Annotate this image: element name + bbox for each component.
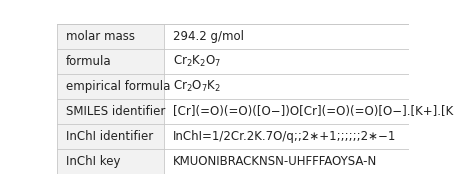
Bar [164, 24, 409, 49]
Bar [164, 99, 409, 124]
Text: SMILES identifier: SMILES identifier [65, 105, 165, 118]
Text: InChI key: InChI key [65, 155, 120, 168]
Bar [164, 49, 409, 74]
Text: [Cr](=O)(=O)([O−])O[Cr](=O)(=O)[O−].[K+].[K+]: [Cr](=O)(=O)([O−])O[Cr](=O)(=O)[O−].[K+]… [173, 105, 454, 118]
Bar [57, 49, 164, 74]
Bar [164, 74, 409, 99]
Text: empirical formula: empirical formula [65, 80, 170, 93]
Bar [57, 124, 164, 149]
Text: molar mass: molar mass [65, 30, 134, 43]
Bar [164, 149, 409, 174]
Text: $\mathrm{Cr_2O_7K_2}$: $\mathrm{Cr_2O_7K_2}$ [173, 79, 221, 94]
Text: $\mathrm{Cr_2K_2O_7}$: $\mathrm{Cr_2K_2O_7}$ [173, 54, 221, 69]
Text: formula: formula [65, 55, 111, 68]
Text: InChI identifier: InChI identifier [65, 130, 153, 143]
Bar [164, 124, 409, 149]
Text: KMUONIBRACKNSN-UHFFFAOYSA-N: KMUONIBRACKNSN-UHFFFAOYSA-N [173, 155, 377, 168]
Bar [57, 149, 164, 174]
Text: 294.2 g/mol: 294.2 g/mol [173, 30, 244, 43]
Bar [57, 99, 164, 124]
Text: InChI=1/2Cr.2K.7O/q;;2∗+1;;;;;;2∗−1: InChI=1/2Cr.2K.7O/q;;2∗+1;;;;;;2∗−1 [173, 130, 396, 143]
Bar [57, 74, 164, 99]
Bar [57, 24, 164, 49]
